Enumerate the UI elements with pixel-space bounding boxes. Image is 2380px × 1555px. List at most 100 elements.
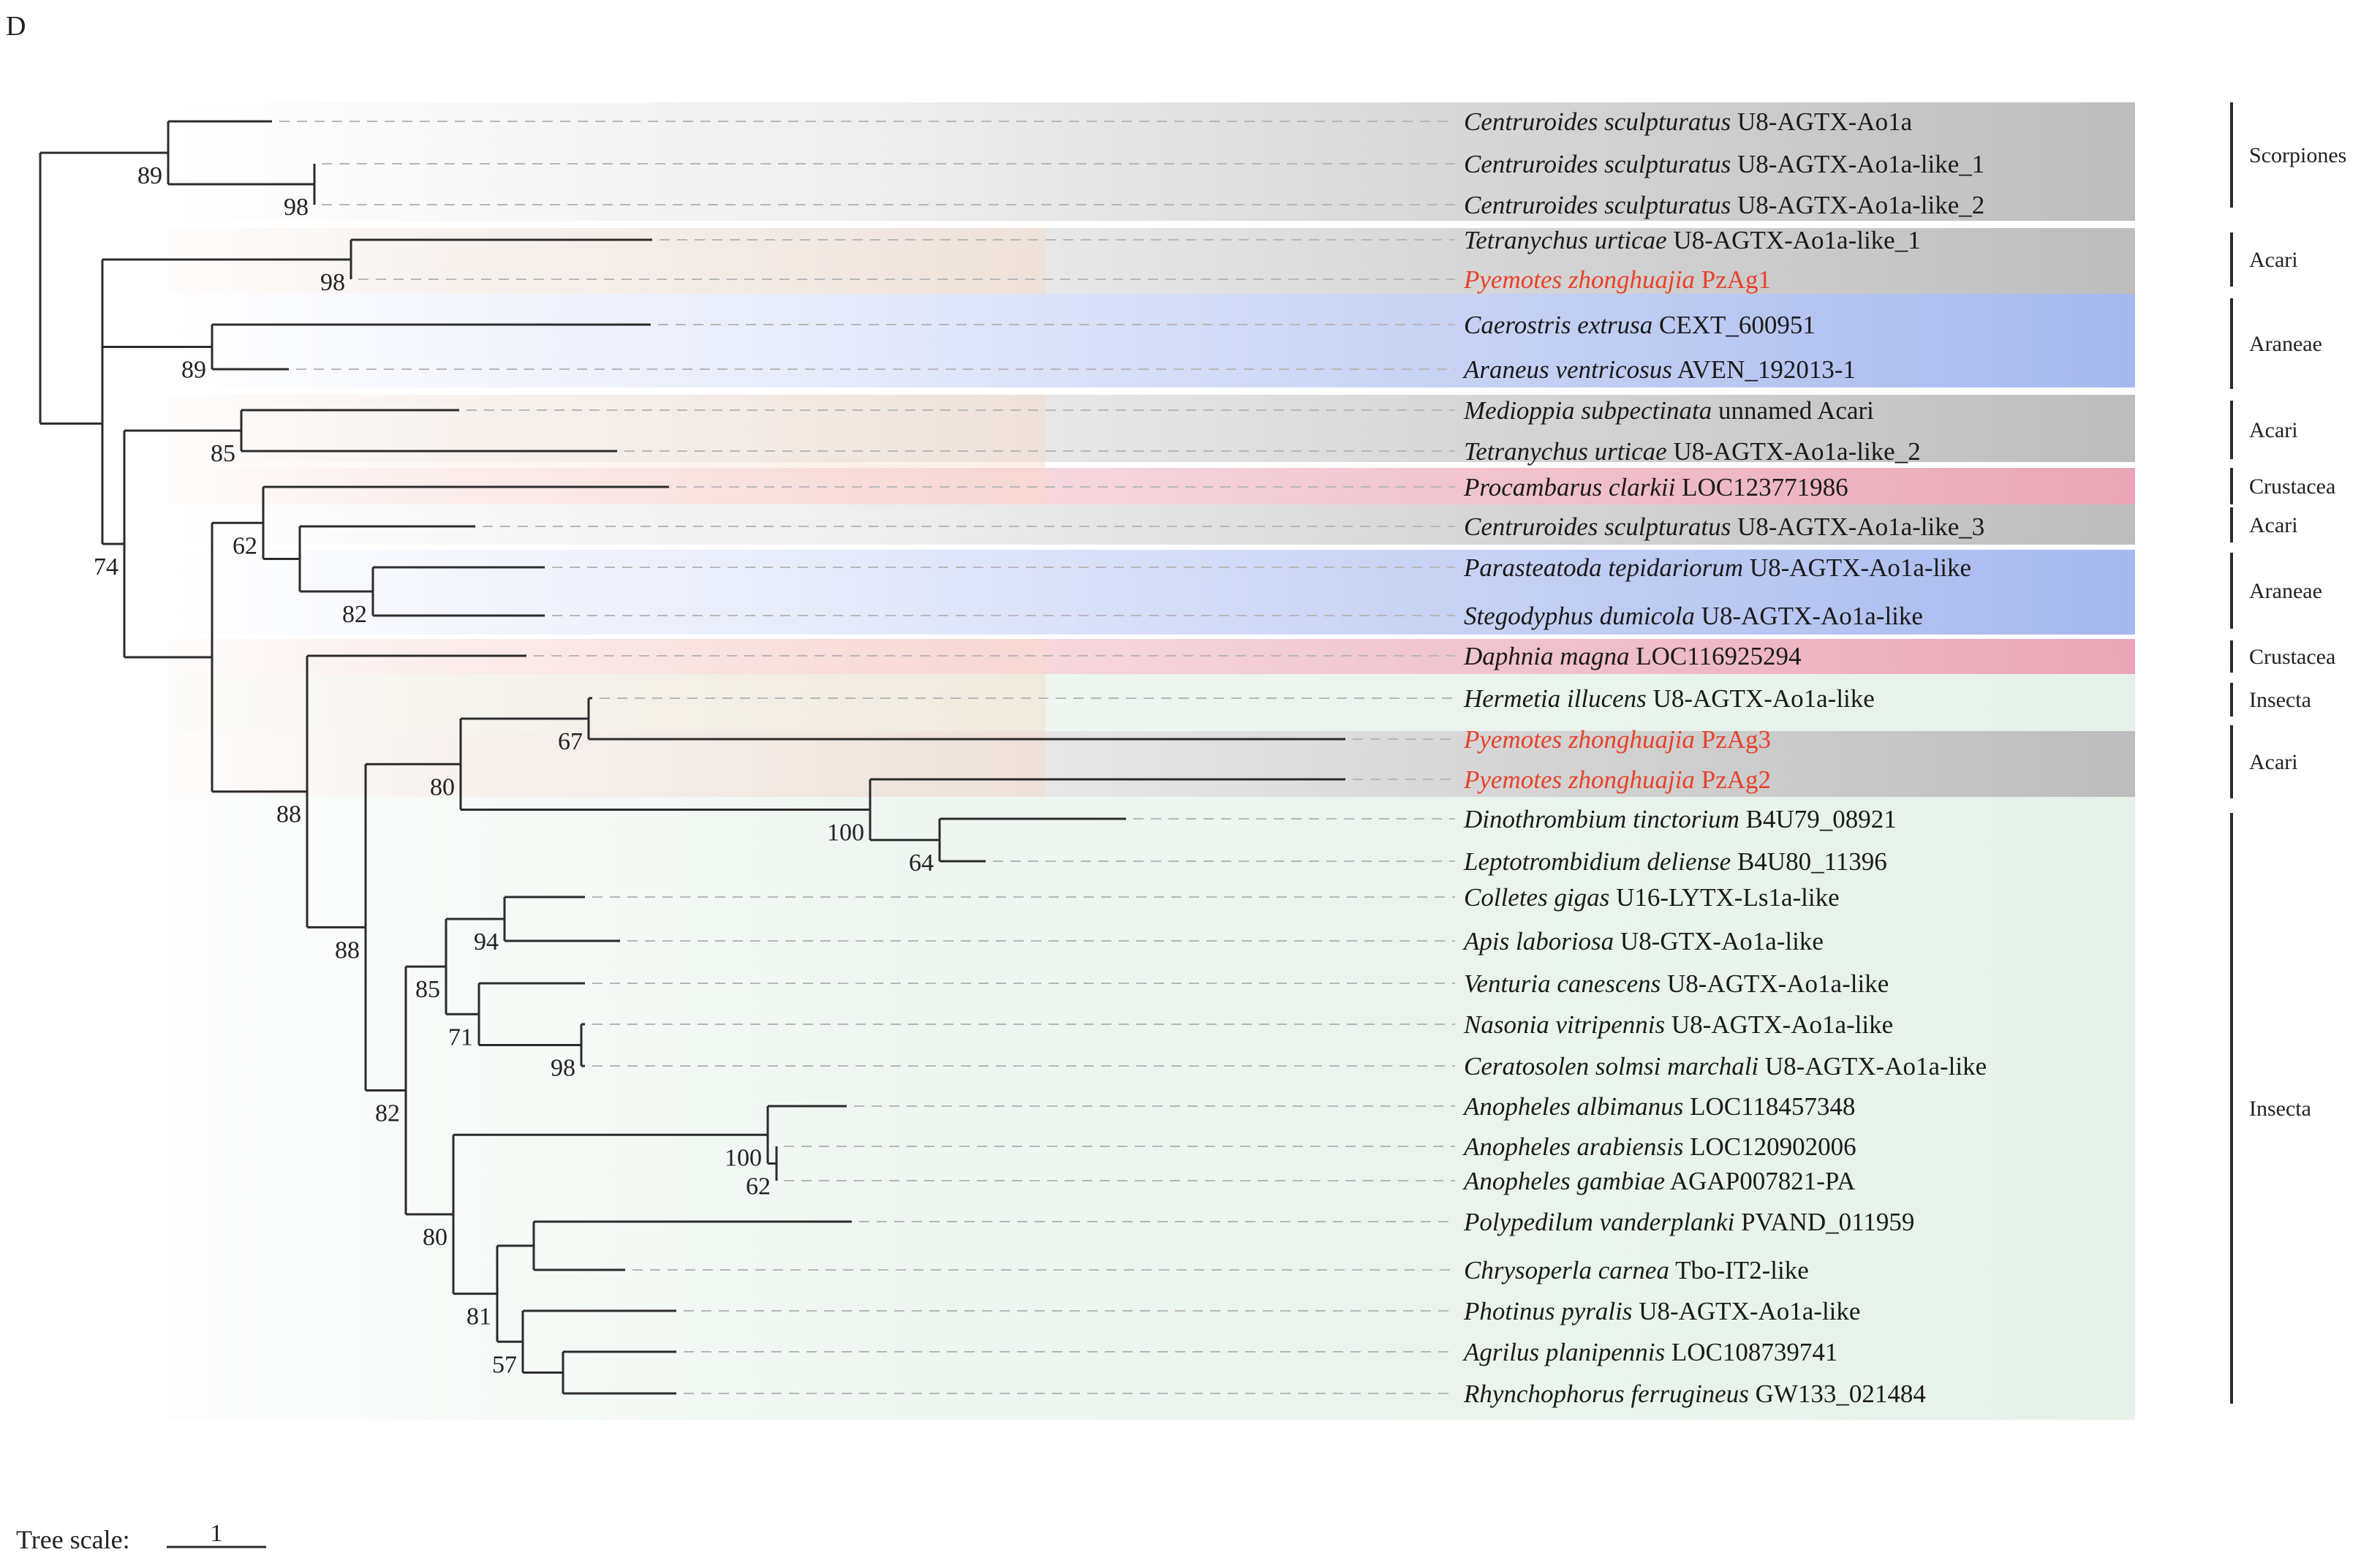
bootstrap-value: 62 (746, 1173, 771, 1200)
taxon-group-label: Acari (2249, 513, 2298, 537)
leaf-label: Anopheles albimanus LOC118457348 (1462, 1092, 1855, 1121)
leaf-label: Pyemotes zhonghuajia PzAg2 (1463, 765, 1771, 794)
branch-layer (39, 120, 1345, 1395)
leaf-gene-id: Tbo-IT2-like (1669, 1256, 1809, 1285)
leaf-gene-id: U8-AGTX-Ao1a-like_1 (1667, 226, 1921, 254)
taxon-group-label: Scorpiones (2249, 143, 2346, 167)
leaf-label: Centruroides sculpturatus U8-AGTX-Ao1a-l… (1464, 191, 1984, 219)
leaf-species: Daphnia magna (1463, 642, 1630, 670)
leaf-species: Centruroides sculpturatus (1464, 512, 1731, 541)
leaf-species: Pyemotes zhonghuajia (1463, 265, 1695, 294)
leaf-species: Centruroides sculpturatus (1464, 191, 1731, 219)
leaf-gene-id: U8-AGTX-Ao1a-like_1 (1731, 150, 1984, 178)
taxon-group-label: Insecta (2249, 1097, 2311, 1121)
leaf-species: Pyemotes zhonghuajia (1463, 725, 1695, 754)
leaf-species: Photinus pyralis (1463, 1297, 1632, 1325)
leaf-species: Polypedilum vanderplanki (1463, 1208, 1734, 1236)
taxon-group-label: Araneae (2249, 579, 2322, 603)
leaf-label: Tetranychus urticae U8-AGTX-Ao1a-like_2 (1464, 437, 1921, 466)
bootstrap-value: 89 (181, 357, 206, 384)
leaf-species: Procambarus clarkii (1463, 473, 1675, 502)
leaf-gene-id: PVAND_011959 (1734, 1208, 1914, 1236)
bootstrap-value: 100 (725, 1144, 762, 1171)
leaf-gene-id: U8-AGTX-Ao1a-like (1665, 1010, 1893, 1039)
clade-background (168, 550, 2135, 635)
taxon-group-label: Acari (2249, 248, 2298, 272)
leaf-gene-id: AVEN_192013-1 (1672, 355, 1856, 384)
leaf-label: Araneus ventricosus AVEN_192013-1 (1462, 355, 1856, 384)
bootstrap-value: 57 (492, 1351, 517, 1378)
bootstrap-value: 98 (320, 269, 345, 296)
bootstrap-value: 100 (827, 820, 864, 847)
leaf-species: Venturia canescens (1464, 969, 1661, 998)
taxon-group-label: Insecta (2249, 688, 2311, 712)
leaf-gene-id: U8-AGTX-Ao1a-like (1661, 969, 1889, 998)
taxon-group-label: Acari (2249, 750, 2298, 774)
leaf-species: Dinothrombium tinctorium (1463, 805, 1739, 833)
leader-line-layer (279, 121, 1455, 1394)
bootstrap-value: 80 (430, 773, 455, 801)
leaf-label: Centruroides sculpturatus U8-AGTX-Ao1a (1464, 107, 1913, 136)
leaf-gene-id: U16-LYTX-Ls1a-like (1609, 883, 1839, 912)
bootstrap-value: 74 (94, 553, 118, 580)
leaf-species: Hermetia illucens (1463, 684, 1647, 713)
leaf-gene-id: unnamed Acari (1712, 396, 1874, 425)
leaf-label-layer: Centruroides sculpturatus U8-AGTX-Ao1aCe… (1462, 107, 1987, 1408)
bootstrap-label-layer: 89 98 98 89 74 85 62 82 88 88 80 67 100 64 82 85 94 71 98 8… (94, 162, 934, 1378)
leaf-gene-id: PzAg2 (1695, 765, 1771, 794)
leaf-label: Tetranychus urticae U8-AGTX-Ao1a-like_1 (1464, 226, 1921, 254)
leaf-gene-id: LOC108739741 (1665, 1338, 1837, 1366)
leaf-label: Photinus pyralis U8-AGTX-Ao1a-like (1463, 1297, 1860, 1325)
leaf-species: Araneus ventricosus (1462, 355, 1672, 384)
leaf-gene-id: B4U79_08921 (1739, 805, 1897, 833)
leaf-label: Ceratosolen solmsi marchali U8-AGTX-Ao1a… (1464, 1052, 1987, 1081)
leaf-gene-id: CEXT_600951 (1652, 311, 1816, 339)
taxon-group-label: Crustacea (2249, 474, 2335, 499)
leaf-species: Nasonia vitripennis (1463, 1010, 1665, 1039)
leaf-label: Procambarus clarkii LOC123771986 (1463, 473, 1848, 502)
bootstrap-value: 98 (284, 194, 309, 221)
bootstrap-value: 81 (466, 1304, 491, 1331)
bootstrap-value: 89 (137, 162, 162, 189)
leaf-label: Pyemotes zhonghuajia PzAg3 (1463, 725, 1771, 754)
bootstrap-value: 88 (335, 937, 360, 964)
bootstrap-value: 85 (211, 440, 235, 467)
leaf-species: Apis laboriosa (1462, 927, 1614, 956)
leaf-label: Centruroides sculpturatus U8-AGTX-Ao1a-l… (1464, 512, 1984, 541)
bootstrap-value: 82 (375, 1100, 400, 1127)
leaf-species: Medioppia subpectinata (1463, 396, 1712, 425)
leaf-species: Centruroides sculpturatus (1464, 107, 1731, 136)
leaf-species: Tetranychus urticae (1464, 437, 1667, 466)
taxon-group-label: Araneae (2249, 332, 2322, 356)
bootstrap-value: 82 (342, 601, 367, 628)
leaf-species: Rhynchophorus ferrugineus (1463, 1380, 1749, 1408)
leaf-gene-id: GW133_021484 (1749, 1380, 1926, 1408)
leaf-gene-id: U8-AGTX-Ao1a-like (1647, 684, 1875, 713)
clade-background-wash (168, 639, 1046, 797)
leaf-gene-id: U8-AGTX-Ao1a-like (1743, 553, 1971, 582)
leaf-label: Pyemotes zhonghuajia PzAg1 (1463, 265, 1771, 294)
taxon-group-label: Acari (2249, 418, 2298, 442)
leaf-species: Anopheles arabiensis (1462, 1132, 1683, 1161)
leaf-gene-id: U8-AGTX-Ao1a (1731, 107, 1912, 136)
leaf-gene-id: B4U80_11396 (1731, 847, 1887, 876)
tree-scale: Tree scale: 1 (16, 1520, 266, 1554)
leaf-gene-id: LOC120902006 (1683, 1132, 1856, 1161)
leaf-label: Medioppia subpectinata unnamed Acari (1463, 396, 1874, 425)
leaf-label: Dinothrombium tinctorium B4U79_08921 (1463, 805, 1897, 833)
leaf-label: Daphnia magna LOC116925294 (1463, 642, 1801, 670)
leaf-label: Stegodyphus dumicola U8-AGTX-Ao1a-like (1464, 602, 1923, 630)
bootstrap-value: 62 (233, 532, 257, 559)
bootstrap-value: 80 (423, 1224, 447, 1251)
leaf-gene-id: AGAP007821-PA (1665, 1167, 1856, 1195)
leaf-gene-id: U8-AGTX-Ao1a-like_3 (1731, 512, 1984, 541)
leaf-gene-id: LOC118457348 (1683, 1092, 1855, 1121)
leaf-species: Leptotrombidium deliense (1463, 847, 1731, 876)
taxon-group-label: Crustacea (2249, 645, 2335, 669)
leaf-label: Rhynchophorus ferrugineus GW133_021484 (1463, 1380, 1926, 1408)
leaf-label: Agrilus planipennis LOC108739741 (1462, 1338, 1837, 1366)
leaf-species: Anopheles albimanus (1462, 1092, 1683, 1121)
leaf-label: Caerostris extrusa CEXT_600951 (1464, 311, 1816, 339)
leaf-gene-id: U8-AGTX-Ao1a-like (1758, 1052, 1987, 1081)
